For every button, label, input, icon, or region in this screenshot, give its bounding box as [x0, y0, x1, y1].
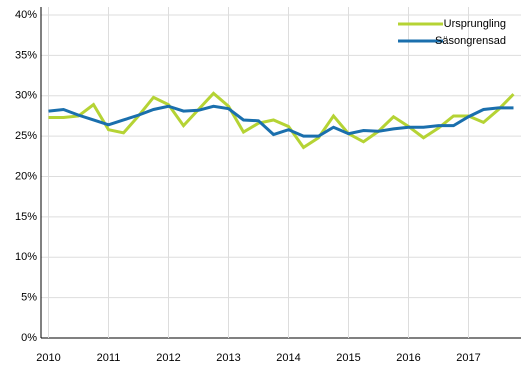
y-tick-label: 35% — [15, 49, 37, 61]
legend-label: Ursprungling — [444, 18, 506, 30]
y-tick-label: 5% — [21, 292, 37, 304]
x-tick-label: 2015 — [336, 352, 360, 364]
y-tick-label: 30% — [15, 90, 37, 102]
y-tick-label: 0% — [21, 332, 37, 344]
x-tick-label: 2012 — [156, 352, 180, 364]
y-tick-label: 15% — [15, 211, 37, 223]
series-line — [48, 91, 515, 150]
legend-label: Säsongrensad — [435, 35, 506, 47]
x-tick-label: 2017 — [456, 352, 480, 364]
x-tick-label: 2014 — [276, 352, 300, 364]
x-tick-label: 2010 — [36, 352, 60, 364]
y-tick-label: 40% — [15, 9, 37, 21]
x-tick-label: 2011 — [97, 352, 121, 364]
y-tick-label: 10% — [15, 251, 37, 263]
series-line — [48, 104, 514, 138]
x-tick-label: 2013 — [216, 352, 240, 364]
x-tick-label: 2016 — [396, 352, 420, 364]
y-tick-label: 20% — [15, 170, 37, 182]
y-tick-label: 25% — [15, 130, 37, 142]
